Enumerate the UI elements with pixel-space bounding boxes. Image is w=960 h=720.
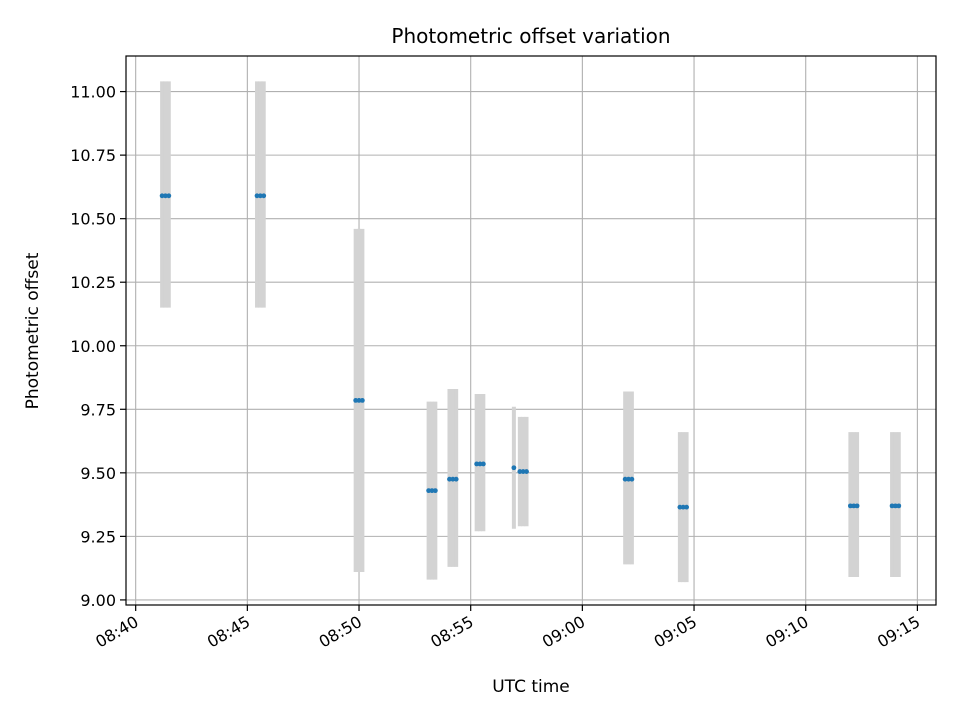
grid-layer [126, 56, 936, 605]
y-tick-label: 9.25 [80, 527, 116, 546]
data-point [480, 461, 486, 467]
data-points [159, 193, 902, 510]
chart-title: Photometric offset variation [391, 24, 670, 48]
data-point [166, 193, 172, 199]
data-point [163, 193, 168, 199]
data-point [896, 503, 902, 509]
data-point [426, 488, 432, 494]
data-point [847, 503, 853, 509]
y-tick-label: 10.00 [70, 337, 116, 356]
y-axis-title: Photometric offset [23, 252, 43, 409]
y-tick-label: 10.75 [70, 146, 116, 165]
data-point [356, 397, 362, 403]
y-tick-label: 10.50 [70, 210, 116, 229]
data-point [629, 476, 635, 482]
y-tick-label: 10.25 [70, 273, 116, 292]
x-axis-title: UTC time [492, 677, 570, 697]
data-point [680, 504, 686, 510]
data-point [626, 476, 631, 482]
data-point [254, 193, 260, 199]
data-point [889, 503, 895, 509]
data-point [854, 503, 860, 509]
y-tick-label: 11.00 [70, 83, 116, 102]
y-tick-label: 9.75 [80, 400, 116, 419]
data-point [257, 193, 263, 199]
data-point [432, 488, 438, 494]
data-point [453, 476, 459, 482]
data-point [474, 461, 480, 467]
data-point [524, 469, 529, 474]
y-tick-label: 9.50 [80, 464, 116, 483]
data-point [429, 488, 435, 494]
data-point [517, 469, 523, 474]
data-point [261, 193, 267, 199]
data-point [893, 503, 898, 509]
data-point [159, 193, 165, 199]
data-point [511, 465, 517, 471]
data-point [851, 503, 857, 509]
data-point [353, 397, 359, 403]
data-point [450, 476, 456, 482]
data-point [447, 476, 452, 482]
plot-frame [125, 55, 937, 606]
data-point [359, 397, 365, 403]
data-point [684, 504, 689, 510]
y-tick-label: 9.00 [80, 591, 116, 610]
data-point [520, 469, 526, 474]
data-point [622, 476, 628, 482]
data-point [477, 461, 483, 467]
y-axis: 9.00 9.25 9.50 9.75 10.00 10.25 10.50 10.75 11.0… [70, 83, 126, 610]
data-point [677, 504, 683, 510]
